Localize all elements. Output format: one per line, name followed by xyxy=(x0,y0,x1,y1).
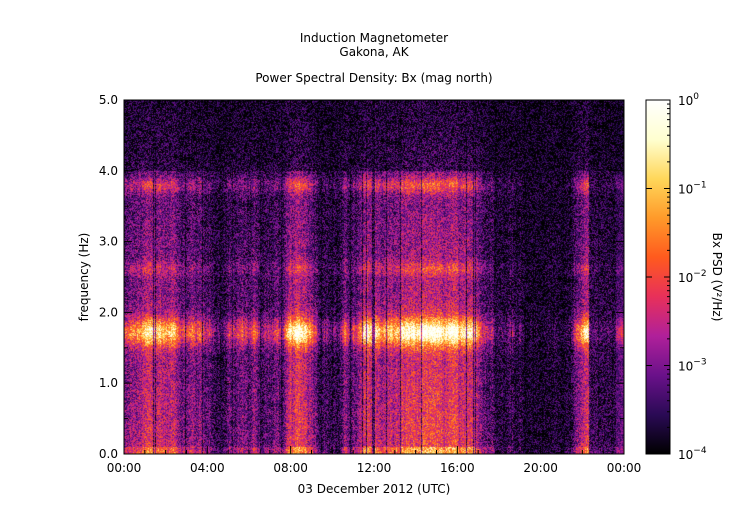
colorbar-tick-label: 10−1 xyxy=(678,181,707,197)
x-tick-label: 12:00 xyxy=(357,461,392,475)
x-tick-label: 16:00 xyxy=(440,461,475,475)
spectrogram-canvas xyxy=(124,100,624,454)
y-axis-ticks: 0.0 1.0 2.0 3.0 4.0 5.0 xyxy=(99,93,624,461)
y-tick-label: 0.0 xyxy=(99,447,118,461)
y-tick-label: 4.0 xyxy=(99,164,118,178)
x-tick-label: 08:00 xyxy=(273,461,308,475)
y-tick-label: 3.0 xyxy=(99,235,118,249)
chart-subtitle: Gakona, AK xyxy=(339,45,409,59)
x-axis-ticks: 00:00 04:00 08:00 12:00 16:00 20:00 00:00 xyxy=(107,100,642,475)
colorbar-tick-base: 10 xyxy=(678,360,693,374)
colorbar-tick-exponent: −2 xyxy=(693,269,706,279)
spectrogram-area xyxy=(124,100,624,454)
x-axis-label: 03 December 2012 (UTC) xyxy=(298,482,451,496)
x-tick-label: 04:00 xyxy=(190,461,225,475)
colorbar-tick-exponent: −4 xyxy=(693,446,707,456)
plot-title: Power Spectral Density: Bx (mag north) xyxy=(255,71,492,85)
colorbar-tick-base: 10 xyxy=(678,271,693,285)
colorbar-tick-base: 10 xyxy=(678,183,693,197)
y-tick-label: 2.0 xyxy=(99,305,118,319)
y-axis-label: frequency (Hz) xyxy=(77,233,91,322)
colorbar-tick-label: 10−2 xyxy=(678,269,707,285)
x-tick-label: 00:00 xyxy=(107,461,142,475)
y-tick-label: 1.0 xyxy=(99,376,118,390)
colorbar-label: Bx PSD (V²/Hz) xyxy=(710,233,724,322)
colorbar-tick-exponent: −1 xyxy=(693,181,706,191)
colorbar-tick-exponent: 0 xyxy=(693,92,699,102)
colorbar-tick-label: 100 xyxy=(678,92,699,108)
colorbar-tick-exponent: −3 xyxy=(693,358,706,368)
chart-title: Induction Magnetometer xyxy=(300,31,448,45)
x-tick-label: 00:00 xyxy=(607,461,642,475)
colorbar-tick-label: 10−3 xyxy=(678,358,707,374)
colorbar-tick-label: 10−4 xyxy=(678,446,707,462)
colorbar-tick-base: 10 xyxy=(678,94,693,108)
colorbar-tick-base: 10 xyxy=(678,448,693,462)
x-tick-label: 20:00 xyxy=(523,461,558,475)
y-tick-label: 5.0 xyxy=(99,93,118,107)
